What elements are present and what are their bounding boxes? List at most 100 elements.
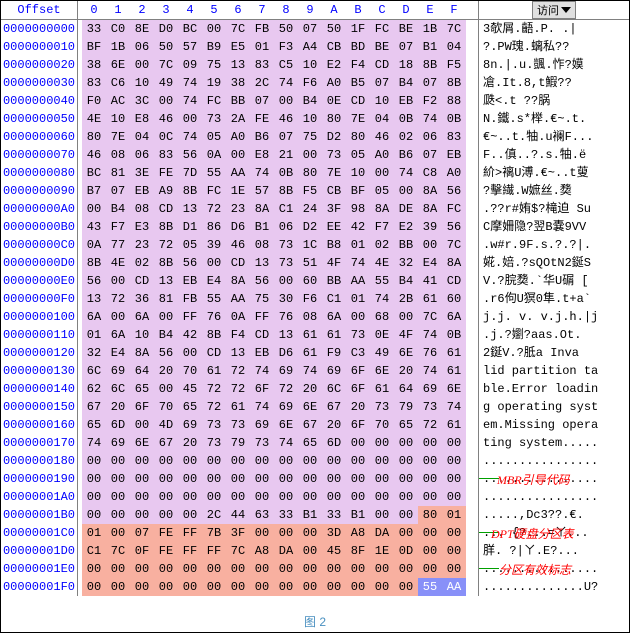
hex-byte[interactable]: F7: [106, 218, 130, 236]
hex-byte[interactable]: 01: [442, 506, 466, 524]
hex-byte[interactable]: 76: [418, 344, 442, 362]
hex-byte[interactable]: 55: [418, 578, 442, 596]
hex-byte[interactable]: 73: [346, 326, 370, 344]
hex-byte[interactable]: B9: [202, 38, 226, 56]
hex-byte[interactable]: 00: [346, 560, 370, 578]
hex-byte[interactable]: A0: [322, 74, 346, 92]
hex-byte[interactable]: 7E: [346, 110, 370, 128]
hex-byte[interactable]: 00: [154, 560, 178, 578]
hex-byte[interactable]: 7C: [226, 20, 250, 38]
hex-byte[interactable]: A0: [370, 146, 394, 164]
hex-byte[interactable]: C3: [346, 344, 370, 362]
hex-byte[interactable]: 00: [178, 506, 202, 524]
hex-byte[interactable]: 55: [370, 272, 394, 290]
hex-byte[interactable]: CD: [130, 272, 154, 290]
hex-byte[interactable]: FE: [154, 524, 178, 542]
hex-byte[interactable]: 33: [82, 20, 106, 38]
hex-cells[interactable]: 807E040C7405A0B60775D28046020683: [78, 128, 479, 146]
hex-byte[interactable]: 00: [178, 344, 202, 362]
hex-byte[interactable]: CD: [250, 326, 274, 344]
hex-byte[interactable]: 50: [154, 38, 178, 56]
hex-byte[interactable]: 00: [274, 272, 298, 290]
hex-byte[interactable]: 72: [106, 290, 130, 308]
hex-byte[interactable]: 6A: [322, 308, 346, 326]
hex-byte[interactable]: 73: [250, 434, 274, 452]
hex-byte[interactable]: 00: [250, 524, 274, 542]
hex-byte[interactable]: 8B: [154, 218, 178, 236]
hex-byte[interactable]: 46: [154, 110, 178, 128]
hex-byte[interactable]: 86: [202, 218, 226, 236]
hex-byte[interactable]: F4: [346, 56, 370, 74]
hex-byte[interactable]: 65: [178, 398, 202, 416]
hex-byte[interactable]: 70: [178, 362, 202, 380]
hex-byte[interactable]: 57: [178, 38, 202, 56]
hex-byte[interactable]: 00: [178, 110, 202, 128]
hex-byte[interactable]: 00: [394, 308, 418, 326]
hex-byte[interactable]: 07: [418, 74, 442, 92]
hex-byte[interactable]: 01: [346, 236, 370, 254]
hex-byte[interactable]: 00: [394, 452, 418, 470]
hex-byte[interactable]: 6F: [346, 380, 370, 398]
hex-byte[interactable]: 00: [106, 560, 130, 578]
hex-byte[interactable]: 00: [418, 560, 442, 578]
hex-byte[interactable]: 00: [82, 200, 106, 218]
hex-byte[interactable]: 6F: [250, 380, 274, 398]
hex-byte[interactable]: 73: [322, 146, 346, 164]
hex-byte[interactable]: 72: [202, 380, 226, 398]
hex-byte[interactable]: AA: [442, 578, 466, 596]
hex-byte[interactable]: 73: [274, 236, 298, 254]
hex-byte[interactable]: 3F: [226, 524, 250, 542]
hex-byte[interactable]: 08: [250, 236, 274, 254]
hex-byte[interactable]: 8B: [442, 74, 466, 92]
hex-byte[interactable]: 7C: [154, 56, 178, 74]
hex-byte[interactable]: F6: [298, 74, 322, 92]
hex-byte[interactable]: 1B: [106, 38, 130, 56]
hex-cells[interactable]: 32E48A5600CD13EBD661F9C3496E7661: [78, 344, 479, 362]
hex-byte[interactable]: 39: [418, 218, 442, 236]
hex-byte[interactable]: 01: [250, 38, 274, 56]
hex-byte[interactable]: 61: [442, 344, 466, 362]
hex-byte[interactable]: 61: [226, 398, 250, 416]
hex-byte[interactable]: 69: [322, 362, 346, 380]
hex-cells[interactable]: 00000000000000000000000000000000: [78, 452, 479, 470]
hex-byte[interactable]: 0A: [202, 146, 226, 164]
hex-byte[interactable]: 74: [418, 326, 442, 344]
hex-byte[interactable]: 00: [130, 560, 154, 578]
hex-byte[interactable]: 74: [82, 434, 106, 452]
hex-byte[interactable]: 33: [322, 506, 346, 524]
hex-byte[interactable]: FF: [178, 524, 202, 542]
hex-byte[interactable]: 00: [106, 272, 130, 290]
hex-byte[interactable]: 00: [226, 470, 250, 488]
hex-byte[interactable]: 42: [178, 326, 202, 344]
hex-byte[interactable]: 67: [82, 398, 106, 416]
hex-byte[interactable]: 65: [394, 416, 418, 434]
hex-byte[interactable]: 00: [154, 506, 178, 524]
hex-byte[interactable]: A9: [154, 182, 178, 200]
hex-byte[interactable]: B1: [250, 218, 274, 236]
hex-byte[interactable]: 7C: [442, 236, 466, 254]
hex-byte[interactable]: 1E: [370, 542, 394, 560]
hex-byte[interactable]: 62: [82, 380, 106, 398]
hex-byte[interactable]: 19: [202, 74, 226, 92]
hex-byte[interactable]: B4: [154, 326, 178, 344]
hex-byte[interactable]: 00: [418, 470, 442, 488]
hex-byte[interactable]: 07: [370, 74, 394, 92]
hex-byte[interactable]: C0: [106, 20, 130, 38]
hex-byte[interactable]: 08: [130, 200, 154, 218]
hex-byte[interactable]: 13: [250, 254, 274, 272]
hex-byte[interactable]: 72: [202, 200, 226, 218]
hex-byte[interactable]: B4: [394, 74, 418, 92]
hex-byte[interactable]: 73: [274, 254, 298, 272]
hex-byte[interactable]: 04: [130, 128, 154, 146]
hex-byte[interactable]: 7D: [178, 164, 202, 182]
hex-byte[interactable]: 8B: [418, 56, 442, 74]
hex-cells[interactable]: 6C696420706172746974696F6E207461: [78, 362, 479, 380]
hex-byte[interactable]: 74: [178, 92, 202, 110]
hex-byte[interactable]: 38: [226, 74, 250, 92]
hex-byte[interactable]: 61: [442, 362, 466, 380]
hex-byte[interactable]: 00: [394, 434, 418, 452]
hex-byte[interactable]: 6C: [322, 380, 346, 398]
hex-byte[interactable]: D2: [298, 218, 322, 236]
hex-byte[interactable]: 24: [298, 200, 322, 218]
hex-byte[interactable]: 74: [250, 362, 274, 380]
